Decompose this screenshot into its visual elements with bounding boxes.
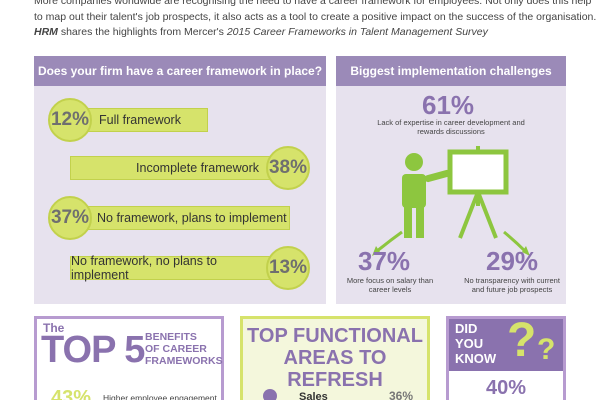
intro-line-3: HRM shares the highlights from Mercer's …: [34, 25, 488, 39]
challenge-top-text: Lack of expertise in career development …: [377, 118, 525, 136]
dyk-you: YOU: [455, 336, 484, 351]
challenge-top-pct: 61%: [422, 90, 475, 120]
framework-label-plans: No framework, plans to implement: [97, 211, 287, 225]
framework-label-full: Full framework: [99, 113, 181, 127]
functional-heading-line2: AREAS TO REFRESH: [283, 347, 387, 391]
functional-heading: TOP FUNCTIONAL AREAS TO REFRESH: [243, 325, 427, 391]
challenge-left-text: More focus on salary than career levels: [346, 276, 434, 294]
intro-line-1: More companies worldwide are recognising…: [34, 0, 592, 7]
did-you-know-text: DID YOU KNOW: [455, 321, 496, 366]
did-you-know-pct: 40%: [485, 377, 527, 399]
framework-bar-full: Full framework: [74, 108, 208, 132]
functional-areas-box: TOP FUNCTIONAL AREAS TO REFRESH Sales 36…: [240, 316, 430, 400]
framework-bar-plans: No framework, plans to implement: [70, 206, 290, 230]
top5-the: The: [43, 321, 65, 335]
survey-title: 2015 Career Frameworks in Talent Managem…: [226, 26, 488, 38]
hrm-brand: HRM: [34, 26, 58, 38]
did-you-know-header: [449, 319, 563, 371]
challenge-arrows-icon: [372, 230, 530, 256]
top5-of-career: OF CAREER: [145, 343, 207, 355]
top5-benefits: BENEFITS: [145, 331, 197, 343]
challenge-right-pct: 29%: [486, 246, 539, 276]
challenges-panel: Biggest implementation challenges 61% La…: [336, 56, 566, 304]
dyk-know: KNOW: [455, 351, 497, 366]
presenter-illustration-icon: [402, 146, 509, 239]
top5-benefits-box: The TOP 5 BENEFITS OF CAREER FRAMEWORKS …: [34, 316, 224, 400]
framework-label-incomplete: Incomplete framework: [136, 161, 259, 175]
framework-bar-no-plans: No framework, no plans to implement: [70, 254, 286, 282]
career-framework-panel: Does your firm have a career framework i…: [34, 56, 326, 304]
framework-label-no-plans: No framework, no plans to implement: [71, 254, 217, 282]
top5-first-pct: 43%: [51, 387, 92, 400]
framework-bar-incomplete: Incomplete framework: [70, 156, 286, 180]
career-framework-title: Does your firm have a career framework i…: [34, 56, 326, 86]
framework-pct-no-plans: 13%: [266, 246, 310, 290]
framework-pct-plans: 37%: [48, 196, 92, 240]
challenge-left-pct: 37%: [358, 246, 411, 276]
intro-line-2: to map out their talent's job prospects,…: [34, 11, 597, 23]
functional-first-pct: 36%: [389, 389, 414, 400]
top5-first-text: Higher employee engagement: [103, 393, 217, 400]
dyk-did: DID: [455, 321, 478, 336]
functional-first-label: Sales: [299, 391, 328, 400]
bullet-icon: [263, 389, 277, 400]
intro-line-3-text: shares the highlights from Mercer's: [57, 26, 227, 38]
framework-pct-incomplete: 38%: [266, 146, 310, 190]
top5-frameworks: FRAMEWORKS: [145, 355, 223, 367]
top5-heading: TOP 5: [41, 329, 145, 371]
did-you-know-box: DID YOU KNOW ? ? 40%: [446, 314, 566, 400]
question-mark-small-icon: ?: [537, 333, 556, 366]
question-mark-large-icon: ?: [507, 314, 537, 367]
top5-subtitle: BENEFITS OF CAREER FRAMEWORKS: [145, 331, 223, 367]
challenge-right-text: No transparency with current and future …: [464, 276, 560, 294]
framework-pct-full: 12%: [48, 98, 92, 142]
challenges-title: Biggest implementation challenges: [336, 56, 566, 86]
functional-heading-line1: TOP FUNCTIONAL: [247, 325, 423, 347]
